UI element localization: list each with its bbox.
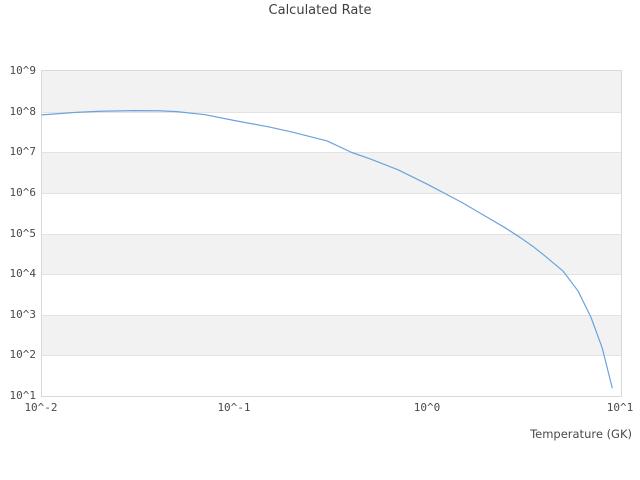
chart-title: Calculated Rate bbox=[268, 3, 372, 18]
y-tick-label: 10^4 bbox=[9, 267, 37, 281]
y-tick-label: 10^1 bbox=[9, 389, 37, 402]
x-tick-label: 10^-1 bbox=[217, 401, 251, 414]
y-gridline bbox=[42, 314, 621, 316]
y-tick-label: 10^9 bbox=[9, 64, 37, 77]
plot-area bbox=[41, 70, 622, 397]
y-tick-label: 10^6 bbox=[9, 185, 37, 199]
x-tick-label: 10^1 bbox=[606, 401, 634, 414]
y-gridline bbox=[42, 355, 621, 357]
y-gridline bbox=[42, 111, 621, 113]
y-tick-label: 10^3 bbox=[9, 307, 37, 321]
x-axis-label: Temperature (GK) bbox=[530, 427, 632, 441]
x-tick-label: 10^0 bbox=[413, 401, 441, 414]
y-gridline bbox=[42, 152, 621, 154]
y-tick-label: 10^8 bbox=[9, 104, 37, 118]
y-gridline bbox=[42, 274, 621, 276]
decade-band bbox=[42, 71, 621, 112]
y-tick-label: 10^7 bbox=[9, 145, 37, 159]
x-tick-label: 10^-2 bbox=[24, 401, 58, 414]
y-tick-label: 10^5 bbox=[9, 226, 37, 240]
rate-line bbox=[41, 109, 613, 389]
y-gridline bbox=[42, 192, 621, 194]
decade-band bbox=[42, 152, 621, 193]
rate-curve-layer bbox=[41, 109, 613, 389]
y-gridline bbox=[42, 233, 621, 235]
decade-band bbox=[42, 314, 621, 356]
y-tick-label: 10^2 bbox=[9, 348, 37, 362]
